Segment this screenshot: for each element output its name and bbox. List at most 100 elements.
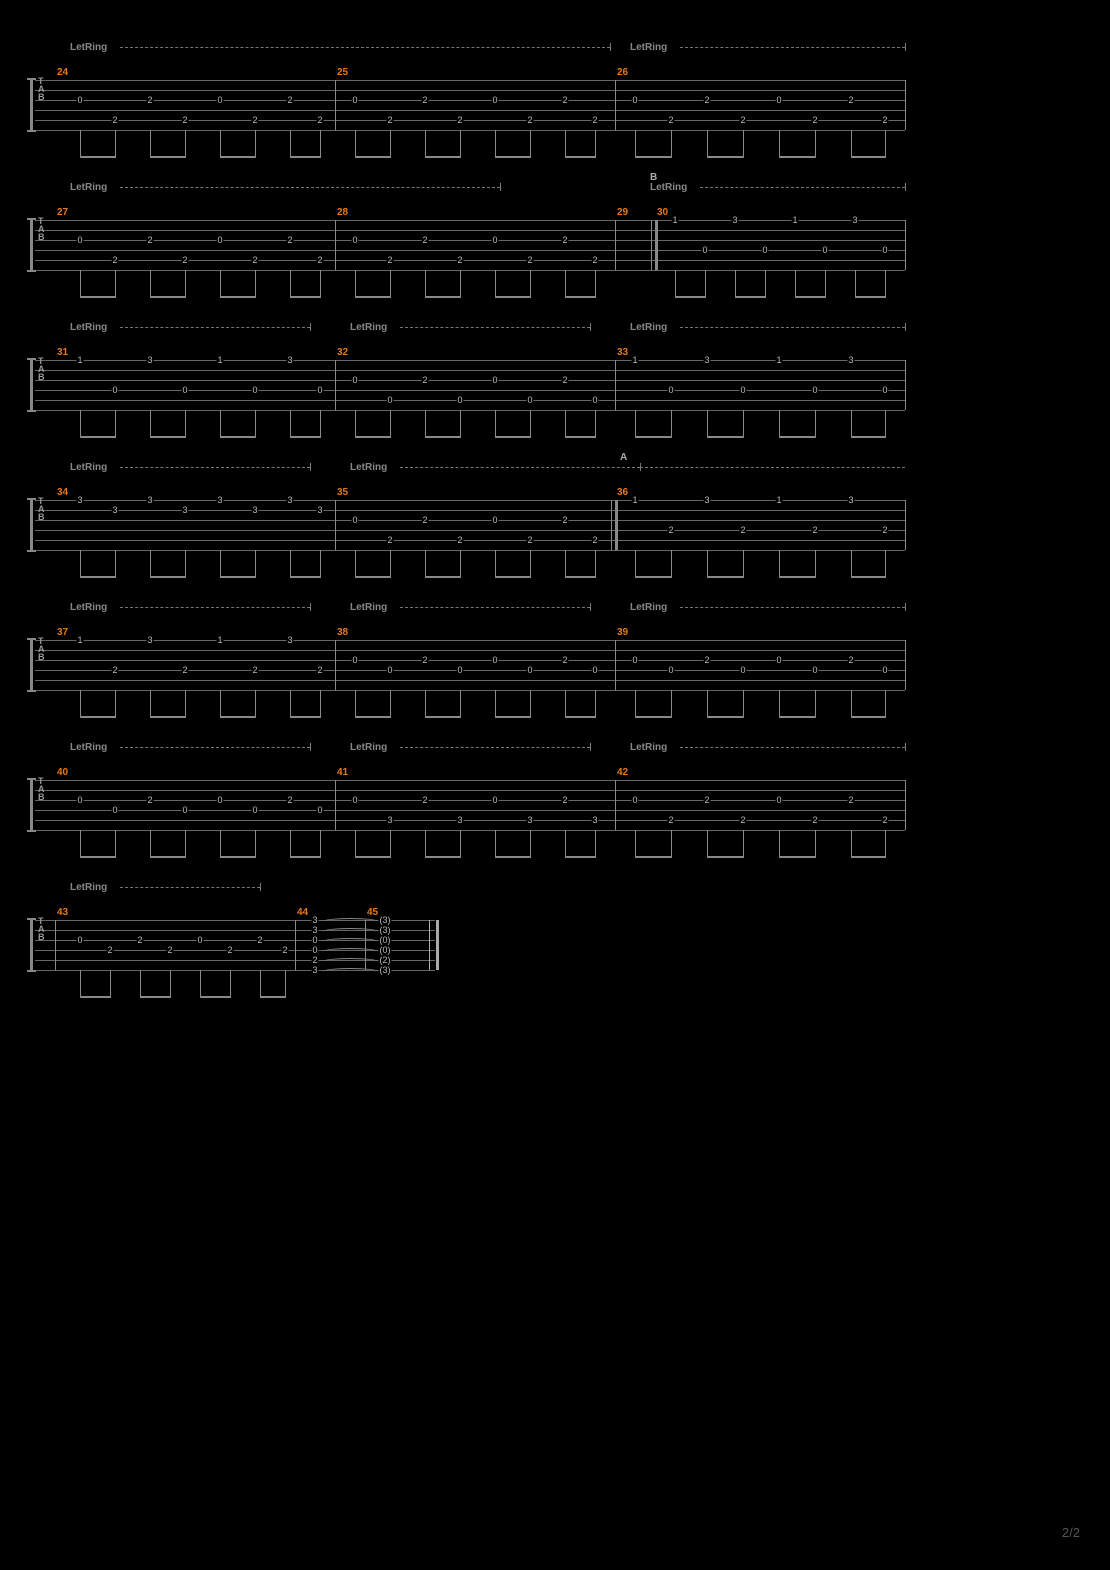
letring-label: LetRing (70, 462, 107, 473)
measure-number: 28 (337, 207, 348, 218)
measure-number: 30 (657, 207, 668, 218)
tab-note: 0 (316, 385, 323, 395)
tab-note: 3 (386, 815, 393, 825)
tab-note: 0 (739, 385, 746, 395)
tab-note: 0 (351, 235, 358, 245)
tab-note: 2 (181, 255, 188, 265)
tab-note: 3 (591, 815, 598, 825)
measure-number: 38 (337, 627, 348, 638)
tab-staff: TAB (35, 80, 905, 130)
chord-note: 0 (311, 935, 318, 945)
tab-note: 0 (351, 795, 358, 805)
tab-note: 0 (881, 385, 888, 395)
tab-note: 2 (739, 525, 746, 535)
measure-number: 32 (337, 347, 348, 358)
tab-note: 2 (703, 795, 710, 805)
chord-note: (3) (379, 915, 392, 925)
tab-note: 0 (456, 395, 463, 405)
tab-staff: TAB (35, 220, 905, 270)
tab-staff: TAB (35, 360, 905, 410)
letring-label: LetRing (70, 742, 107, 753)
tab-note: 2 (421, 795, 428, 805)
tab-note: 2 (111, 115, 118, 125)
tab-note: 0 (351, 95, 358, 105)
tab-note: 3 (731, 215, 738, 225)
measure-number: 29 (617, 207, 628, 218)
measure-number: 43 (57, 907, 68, 918)
tab-note: 2 (146, 95, 153, 105)
tab-note: 2 (526, 535, 533, 545)
tab-note: 0 (811, 665, 818, 675)
tab-staff: TAB (35, 500, 905, 550)
tab-note: 2 (421, 515, 428, 525)
letring-label: LetRing (630, 602, 667, 613)
letring-label: LetRing (630, 742, 667, 753)
letring-label: LetRing (350, 322, 387, 333)
tab-note: 2 (111, 255, 118, 265)
measure-number: 40 (57, 767, 68, 778)
tab-note: 0 (111, 385, 118, 395)
measure-number: 44 (297, 907, 308, 918)
tab-note: 2 (256, 935, 263, 945)
tab-note: 0 (881, 665, 888, 675)
measure-number: 27 (57, 207, 68, 218)
letring-label: LetRing (70, 602, 107, 613)
tab-note: 0 (775, 95, 782, 105)
tab-note: 2 (251, 115, 258, 125)
tab-note: 3 (703, 495, 710, 505)
tab-note: 0 (181, 805, 188, 815)
tab-note: 3 (146, 635, 153, 645)
tab-note: 1 (791, 215, 798, 225)
tab-note: 2 (667, 525, 674, 535)
tab-note: 3 (316, 505, 323, 515)
tab-note: 2 (561, 655, 568, 665)
tab-note: 2 (286, 795, 293, 805)
tab-note: 1 (216, 635, 223, 645)
tab-note: 3 (286, 355, 293, 365)
chord-note: 0 (311, 945, 318, 955)
tab-note: 2 (526, 115, 533, 125)
tab-note: 3 (703, 355, 710, 365)
tab-note: 0 (491, 95, 498, 105)
tab-note: 3 (847, 495, 854, 505)
tab-note: 0 (775, 655, 782, 665)
tab-note: 3 (146, 495, 153, 505)
tab-note: 1 (76, 635, 83, 645)
tab-note: 0 (351, 515, 358, 525)
tab-note: 0 (761, 245, 768, 255)
chord-note: (0) (379, 935, 392, 945)
tab-note: 2 (561, 375, 568, 385)
tab-clef: TAB (38, 637, 45, 661)
measure-number: 36 (617, 487, 628, 498)
chord-note: 2 (311, 955, 318, 965)
tab-note: 2 (881, 115, 888, 125)
letring-label: LetRing (70, 882, 107, 893)
letring-label: LetRing (70, 322, 107, 333)
tab-staff: TAB (35, 640, 905, 690)
tab-note: 3 (456, 815, 463, 825)
chord-note: 3 (311, 915, 318, 925)
tab-note: 2 (847, 95, 854, 105)
tab-clef: TAB (38, 357, 45, 381)
tab-note: 0 (811, 385, 818, 395)
tab-note: 0 (701, 245, 708, 255)
measure-number: 45 (367, 907, 378, 918)
tab-note: 2 (881, 525, 888, 535)
tab-note: 1 (775, 495, 782, 505)
section-marker: B (650, 172, 657, 183)
tab-note: 2 (561, 235, 568, 245)
tab-clef: TAB (38, 77, 45, 101)
tab-note: 2 (316, 665, 323, 675)
tab-note: 2 (703, 655, 710, 665)
tab-note: 1 (671, 215, 678, 225)
tab-note: 0 (491, 655, 498, 665)
tab-note: 2 (811, 115, 818, 125)
section-marker: A (620, 452, 627, 463)
tab-note: 0 (351, 655, 358, 665)
chord-note: (3) (379, 925, 392, 935)
measure-number: 33 (617, 347, 628, 358)
tab-note: 2 (667, 815, 674, 825)
tab-note: 2 (456, 255, 463, 265)
tab-note: 1 (631, 495, 638, 505)
tab-note: 2 (456, 535, 463, 545)
